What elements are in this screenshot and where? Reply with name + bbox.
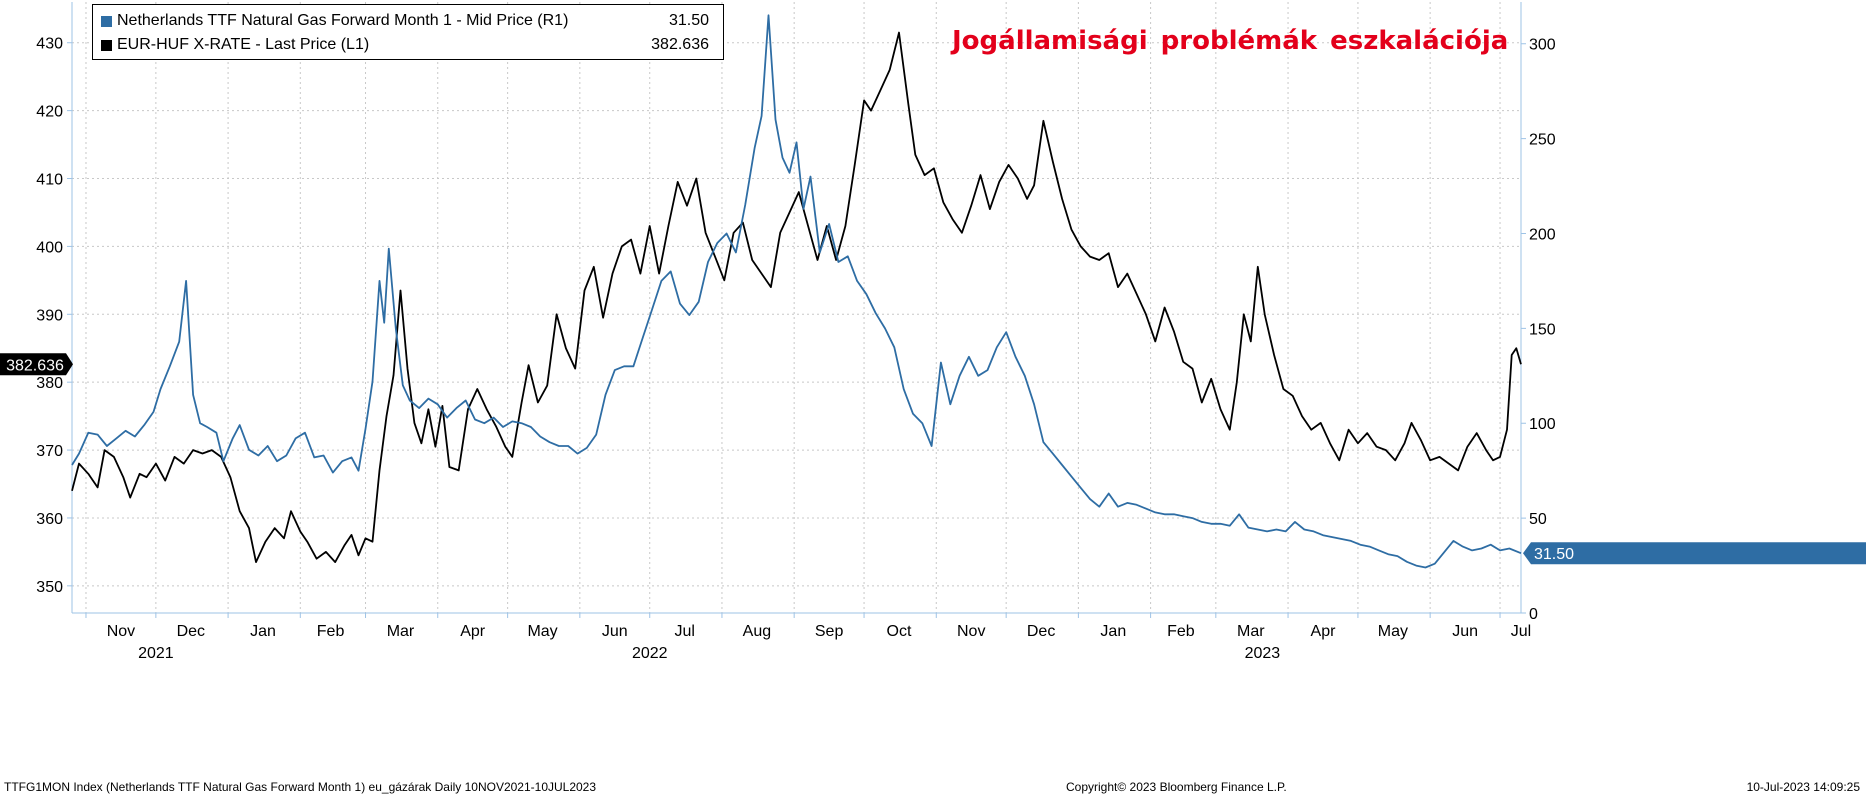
legend-swatch-ttf <box>101 15 112 27</box>
month-label: Dec <box>177 623 205 640</box>
right-last-value-tag <box>1523 542 1866 565</box>
left-tick-label: 350 <box>36 579 63 596</box>
month-label: Jan <box>250 623 276 640</box>
chart-annotation: Jogállamisági problémák eszkalációja <box>952 26 1509 56</box>
left-tick-label: 370 <box>36 443 63 460</box>
legend-item-ttf: Netherlands TTF Natural Gas Forward Mont… <box>101 10 709 32</box>
right-tick-label: 100 <box>1529 416 1556 433</box>
right-tick-label: 200 <box>1529 226 1556 243</box>
month-label: Apr <box>460 623 486 640</box>
legend-label-eurhuf: EUR-HUF X-RATE - Last Price (L1) <box>117 36 370 53</box>
footer-copyright: Copyright© 2023 Bloomberg Finance L.P. <box>1066 780 1287 794</box>
left-last-value-label: 382.636 <box>6 357 64 374</box>
month-label: Jul <box>1511 623 1531 640</box>
year-label: 2021 <box>138 645 174 662</box>
left-tick-label: 410 <box>36 172 63 189</box>
legend-item-eurhuf: EUR-HUF X-RATE - Last Price (L1) 382.636 <box>101 34 709 56</box>
right-axis: 0 50 100 150 200 250 300 <box>1520 2 1556 623</box>
series-layer <box>71 14 1522 569</box>
right-tick-label: 250 <box>1529 132 1556 149</box>
gridlines <box>72 2 1521 613</box>
footer-timestamp: 10-Jul-2023 14:09:25 <box>1746 780 1860 794</box>
month-label: Oct <box>887 623 912 640</box>
x-axis: Nov Dec Jan Feb Mar Apr May Jun Jul Aug Sep Oct Nov D… <box>72 612 1531 662</box>
left-axis: 350 360 370 380 390 400 410 420 430 <box>36 2 73 613</box>
right-tick-label: 150 <box>1529 321 1556 338</box>
month-label: May <box>1378 623 1408 640</box>
month-label: Aug <box>743 623 771 640</box>
series-line-eurhuf <box>71 31 1522 563</box>
last-value-tags: 382.636 31.50 <box>0 353 1866 565</box>
month-label: May <box>527 623 557 640</box>
month-label: Dec <box>1027 623 1055 640</box>
right-last-value-label: 31.50 <box>1534 546 1574 563</box>
left-tick-label: 390 <box>36 307 63 324</box>
month-label: Feb <box>1167 623 1195 640</box>
footer-source: TTFG1MON Index (Netherlands TTF Natural … <box>4 780 597 794</box>
left-tick-label: 380 <box>36 375 63 392</box>
month-label: Jul <box>674 623 694 640</box>
legend-value-ttf: 31.50 <box>668 12 709 29</box>
legend-swatch-eurhuf <box>101 39 112 51</box>
series-line-ttf <box>71 14 1522 569</box>
legend-label-ttf: Netherlands TTF Natural Gas Forward Mont… <box>117 12 569 29</box>
month-label: Jun <box>602 623 628 640</box>
left-tick-label: 360 <box>36 511 63 528</box>
legend-value-eurhuf: 382.636 <box>651 36 709 53</box>
month-label: Nov <box>107 623 135 640</box>
month-label: Mar <box>387 623 415 640</box>
right-tick-label: 0 <box>1529 606 1538 623</box>
left-last-value-tag <box>0 353 73 376</box>
right-tick-label: 50 <box>1529 511 1547 528</box>
month-label: Nov <box>957 623 985 640</box>
left-tick-label: 430 <box>36 36 63 53</box>
year-label: 2022 <box>632 645 668 662</box>
right-tick-label: 300 <box>1529 37 1556 54</box>
left-tick-label: 420 <box>36 104 63 121</box>
month-label: Jun <box>1452 623 1478 640</box>
month-label: Apr <box>1311 623 1337 640</box>
month-label: Sep <box>815 623 844 640</box>
left-tick-label: 400 <box>36 239 63 256</box>
month-label: Jan <box>1100 623 1126 640</box>
legend: Netherlands TTF Natural Gas Forward Mont… <box>92 4 724 60</box>
month-label: Mar <box>1237 623 1265 640</box>
month-label: Feb <box>317 623 345 640</box>
year-label: 2023 <box>1245 645 1281 662</box>
